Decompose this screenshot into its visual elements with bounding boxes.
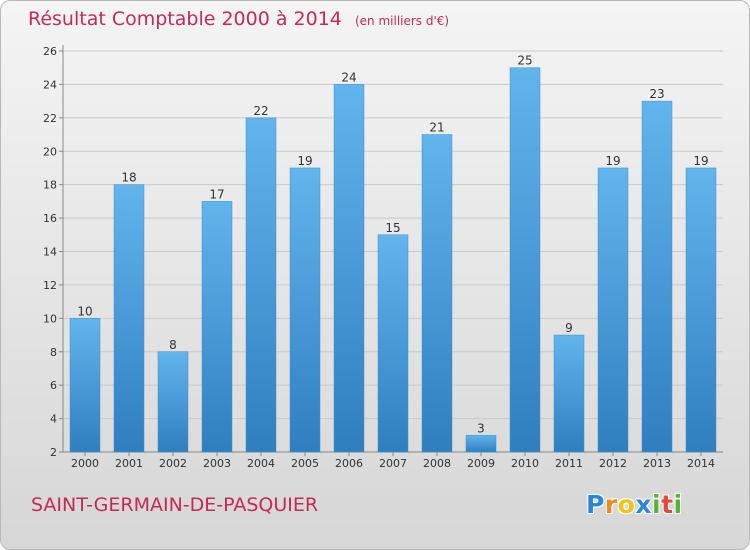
value-label-2011: 9 <box>565 321 573 335</box>
bar-2007 <box>377 234 409 453</box>
value-label-2010: 25 <box>517 54 532 68</box>
y-tick-label: 14 <box>43 246 57 259</box>
y-tick-label: 6 <box>50 379 57 392</box>
x-tick-label-2012: 2012 <box>599 457 627 470</box>
x-tick-label-2006: 2006 <box>335 457 363 470</box>
y-tick-label: 8 <box>50 346 57 359</box>
bar-2014 <box>685 167 717 453</box>
bar-2001 <box>113 184 145 453</box>
bar-2002 <box>157 351 189 453</box>
y-tick-label: 18 <box>43 179 57 192</box>
logo-letter: o <box>617 490 636 519</box>
x-tick-label-2005: 2005 <box>291 457 319 470</box>
logo-letter: x <box>635 490 652 519</box>
x-tick-label-2007: 2007 <box>379 457 407 470</box>
bar-2011 <box>553 334 585 453</box>
bar-2005 <box>289 167 321 453</box>
x-tick-label-2000: 2000 <box>71 457 99 470</box>
bar-2006 <box>333 84 365 453</box>
bar-2012 <box>597 167 629 453</box>
x-tick-label-2008: 2008 <box>423 457 451 470</box>
value-label-2009: 3 <box>477 421 485 435</box>
logo-letter: r <box>604 490 618 519</box>
x-tick-label-2014: 2014 <box>687 457 715 470</box>
bar-2003 <box>201 201 233 453</box>
y-tick-label: 16 <box>43 212 57 225</box>
logo-letter: P <box>586 490 605 519</box>
x-tick-label-2001: 2001 <box>115 457 143 470</box>
logo-letter: i <box>652 490 662 519</box>
bar-2000 <box>69 318 101 453</box>
x-tick-label-2002: 2002 <box>159 457 187 470</box>
chart-title-block: Résultat Comptable 2000 à 2014 (en milli… <box>28 8 449 30</box>
value-label-2013: 23 <box>649 87 664 101</box>
value-label-2003: 17 <box>209 187 224 201</box>
value-label-2005: 19 <box>297 154 312 168</box>
value-label-2004: 22 <box>253 104 268 118</box>
logo-letter: i <box>673 490 683 519</box>
y-tick-label: 26 <box>43 45 57 58</box>
y-tick-label: 12 <box>43 279 57 292</box>
bar-2009 <box>465 435 497 453</box>
x-tick-label-2004: 2004 <box>247 457 275 470</box>
y-tick-label: 22 <box>43 112 57 125</box>
value-label-2006: 24 <box>341 70 356 84</box>
value-label-2008: 21 <box>429 121 444 135</box>
y-tick-label: 4 <box>50 413 57 426</box>
bar-2010 <box>509 67 541 453</box>
y-tick-label: 20 <box>43 145 57 158</box>
y-tick-label: 24 <box>43 78 57 91</box>
value-label-2014: 19 <box>693 154 708 168</box>
value-label-2000: 10 <box>77 304 92 318</box>
place-name: SAINT-GERMAIN-DE-PASQUIER <box>31 494 319 516</box>
logo-letter: t <box>661 490 674 519</box>
y-tick-label: 10 <box>43 312 57 325</box>
x-tick-label-2009: 2009 <box>467 457 495 470</box>
x-tick-label-2011: 2011 <box>555 457 583 470</box>
value-label-2012: 19 <box>605 154 620 168</box>
unit-note: (en milliers d'€) <box>354 14 450 28</box>
value-label-2002: 8 <box>169 338 177 352</box>
x-tick-label-2013: 2013 <box>643 457 671 470</box>
proxiti-logo: Proxiti <box>586 490 683 519</box>
value-label-2007: 15 <box>385 221 400 235</box>
bar-2008 <box>421 134 453 453</box>
x-tick-label-2010: 2010 <box>511 457 539 470</box>
bar-2004 <box>245 117 277 453</box>
chart-title: Résultat Comptable 2000 à 2014 <box>28 8 342 30</box>
bar-2013 <box>641 100 673 453</box>
x-tick-label-2003: 2003 <box>203 457 231 470</box>
value-label-2001: 18 <box>121 171 136 185</box>
y-tick-label: 2 <box>50 446 57 459</box>
